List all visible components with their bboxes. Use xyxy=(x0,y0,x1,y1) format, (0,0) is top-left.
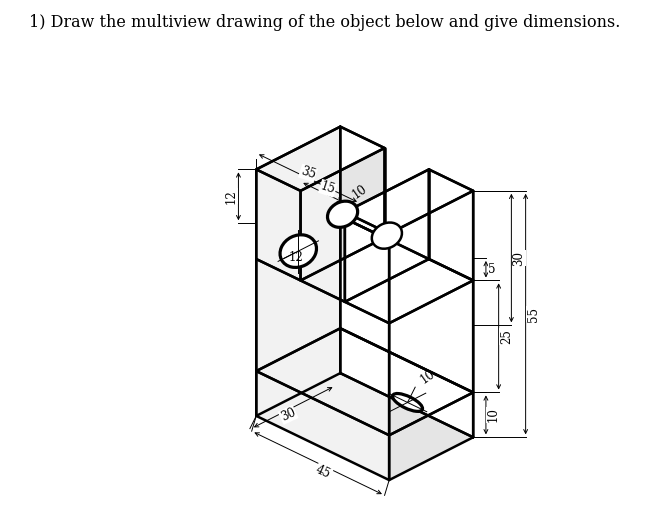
Text: 35: 35 xyxy=(299,164,317,181)
Polygon shape xyxy=(429,169,473,281)
Polygon shape xyxy=(256,169,300,281)
Polygon shape xyxy=(256,328,341,416)
Polygon shape xyxy=(341,328,473,437)
Polygon shape xyxy=(389,191,473,323)
Text: 10: 10 xyxy=(487,408,500,422)
Text: 5: 5 xyxy=(488,263,496,276)
Text: 15: 15 xyxy=(318,180,337,197)
Ellipse shape xyxy=(372,223,402,249)
Polygon shape xyxy=(256,259,389,435)
Polygon shape xyxy=(256,371,389,480)
Text: 12: 12 xyxy=(224,189,237,204)
Polygon shape xyxy=(256,126,385,191)
Text: 10: 10 xyxy=(418,367,437,386)
Polygon shape xyxy=(256,126,341,371)
Text: 12: 12 xyxy=(289,250,304,264)
Ellipse shape xyxy=(393,394,422,411)
Polygon shape xyxy=(345,169,429,302)
Polygon shape xyxy=(300,148,385,281)
Polygon shape xyxy=(345,169,473,233)
Text: 25: 25 xyxy=(500,329,513,344)
Text: 10: 10 xyxy=(350,182,370,202)
Text: 55: 55 xyxy=(526,307,539,322)
Polygon shape xyxy=(345,212,389,323)
Polygon shape xyxy=(300,238,429,302)
Ellipse shape xyxy=(280,235,317,267)
Text: 45: 45 xyxy=(314,463,333,481)
Text: 30: 30 xyxy=(279,406,298,424)
Text: 1) Draw the multiview drawing of the object below and give dimensions.: 1) Draw the multiview drawing of the obj… xyxy=(29,14,621,31)
Polygon shape xyxy=(389,281,473,435)
Polygon shape xyxy=(389,393,473,480)
Ellipse shape xyxy=(328,201,358,227)
Polygon shape xyxy=(341,126,385,238)
Text: 30: 30 xyxy=(512,250,525,266)
Polygon shape xyxy=(341,216,473,393)
